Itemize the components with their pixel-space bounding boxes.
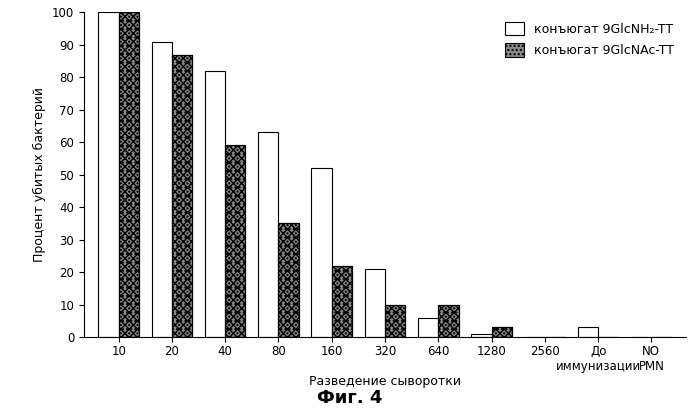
Bar [312, 168, 332, 337]
Bar [471, 334, 491, 337]
Bar [172, 55, 192, 337]
Legend: конъюгат 9GlcNH₂-TT, конъюгат 9GlcNAc-TT: конъюгат 9GlcNH₂-TT, конъюгат 9GlcNAc-TT [505, 22, 673, 57]
Bar [385, 305, 405, 337]
Bar [385, 305, 405, 337]
Bar [332, 266, 352, 337]
Bar [279, 224, 299, 337]
Bar [365, 269, 385, 337]
Bar [205, 71, 225, 337]
Bar [491, 327, 512, 337]
Bar [578, 327, 598, 337]
Text: Фиг. 4: Фиг. 4 [317, 389, 383, 407]
Bar [418, 318, 438, 337]
Bar [225, 145, 246, 337]
Bar [118, 12, 139, 337]
Bar [332, 266, 352, 337]
Bar [118, 12, 139, 337]
Bar [438, 305, 458, 337]
Bar [438, 305, 458, 337]
Bar [491, 327, 512, 337]
Bar [172, 55, 192, 337]
Bar [279, 224, 299, 337]
Bar [225, 145, 246, 337]
Bar [152, 42, 172, 337]
Bar [99, 12, 118, 337]
Bar [258, 132, 279, 337]
X-axis label: Разведение сыворотки: Разведение сыворотки [309, 375, 461, 388]
Y-axis label: Процент убитых бактерий: Процент убитых бактерий [34, 87, 46, 262]
